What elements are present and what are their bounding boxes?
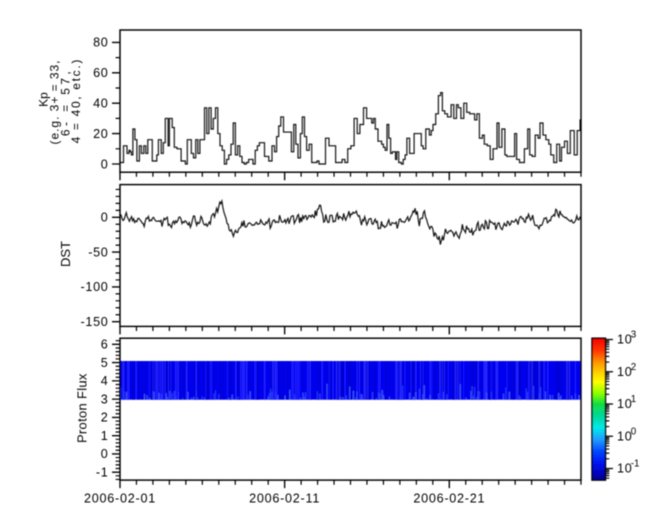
svg-text:10: 10 [617,365,632,379]
svg-text:2006-02-21: 2006-02-21 [413,492,485,506]
svg-text:80: 80 [93,36,108,50]
svg-text:-100: -100 [80,280,108,294]
svg-text:1: 1 [631,394,636,405]
svg-text:2: 2 [101,411,109,425]
svg-text:(e.g. 3+ = 33,: (e.g. 3+ = 33, [47,60,61,145]
svg-text:2006-02-01: 2006-02-01 [84,492,156,506]
svg-text:10: 10 [617,333,632,347]
svg-text:-1: -1 [96,466,109,480]
svg-text:4 = 40, etc.): 4 = 40, etc.) [69,58,83,143]
svg-text:2006-02-11: 2006-02-11 [249,492,320,506]
svg-text:60: 60 [93,66,108,80]
svg-text:DST: DST [58,241,73,267]
svg-text:20: 20 [93,127,108,141]
svg-text:3: 3 [631,330,637,341]
svg-text:3: 3 [101,392,109,406]
svg-text:2: 2 [631,362,636,373]
svg-text:10: 10 [617,429,632,443]
svg-text:10: 10 [617,462,632,476]
svg-text:Proton Flux: Proton Flux [74,373,89,443]
svg-text:0: 0 [101,211,109,225]
svg-text:6: 6 [101,338,109,352]
svg-text:1: 1 [101,429,109,443]
svg-text:10: 10 [617,397,632,411]
svg-text:-1: -1 [631,459,640,470]
svg-text:4: 4 [101,374,109,388]
svg-text:6- = 57,: 6- = 57, [58,68,72,136]
svg-text:-50: -50 [88,245,108,259]
svg-text:0: 0 [631,426,637,437]
svg-text:5: 5 [101,356,109,370]
svg-text:0: 0 [101,447,109,461]
svg-text:0: 0 [101,157,109,171]
svg-text:Kp: Kp [37,92,51,107]
svg-text:40: 40 [93,97,108,111]
svg-text:-150: -150 [80,315,108,329]
